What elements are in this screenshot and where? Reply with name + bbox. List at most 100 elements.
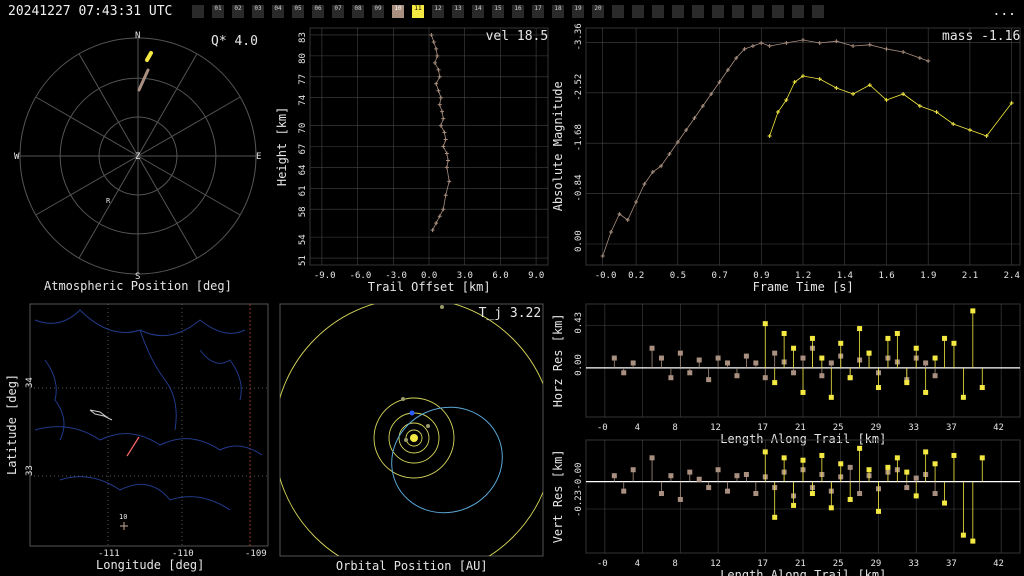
data-point [885,335,891,341]
data-point [734,56,739,60]
top-bar: 20241227 07:43:31 UTC 01 02 03 04 05 06 07 08 09… [0,0,1024,24]
y-tick-label: 74 [298,95,308,106]
station-slot-27[interactable] [732,5,744,18]
x-tick-label: 9.0 [528,271,544,281]
y-tick-label: 64 [298,165,308,176]
data-point [696,476,702,482]
station-slot-23[interactable] [652,5,664,18]
x-tick-label: 17 [757,559,768,569]
height-vs-offset-panel: -9.0 -6.0 -3.0 0.0 3.0 6.0 9.0 51 54 58 61 64 67 70 74… [275,27,549,294]
x-tick-label: 0.9 [753,271,769,281]
x-tick-label: 1.2 [795,271,811,281]
data-point [611,473,617,479]
station-slot-21[interactable] [612,5,624,18]
data-point [436,88,441,93]
planet-orbit [398,422,430,454]
data-point [630,360,636,366]
x-tick-label: 1.4 [837,271,853,281]
x-tick-label: 1.9 [920,271,936,281]
y-tick-label: 33 [25,465,35,476]
data-point [792,80,797,84]
station-15[interactable]: 15 [492,5,504,18]
data-point [838,340,844,346]
data-point [438,95,443,100]
data-point [901,50,906,54]
x-axis-label: Length Along Trail [km] [720,568,886,576]
y-tick-label: 83 [298,32,308,43]
data-point [781,455,787,461]
station-slot-26[interactable] [712,5,724,18]
data-point [437,214,442,219]
station-08[interactable]: 08 [352,5,364,18]
x-tick-label: 37 [946,423,957,433]
x-tick-label: 0.7 [712,271,728,281]
data-point [734,373,740,379]
station-18[interactable]: 18 [552,5,564,18]
data-point [970,538,976,544]
y-axis-label: Height [km] [275,107,289,186]
station-02[interactable]: 02 [232,5,244,18]
atmospheric-position-panel: N E S W Z R Q* 4.0 Atmospheric Position [deg] [14,31,261,293]
data-point [828,360,834,366]
data-point [932,491,938,497]
x-tick-label: 6.0 [492,271,508,281]
data-point [611,355,617,361]
y-axis-label: Horz Res [km] [551,313,565,407]
x-tick-label: -9.0 [314,271,336,281]
polar-spoke [35,96,139,157]
data-point [725,68,730,72]
station-07[interactable]: 07 [332,5,344,18]
data-point [917,104,922,108]
station-slot-22[interactable] [632,5,644,18]
data-point [926,59,931,63]
x-tick-label: 2.4 [1004,271,1020,281]
station-slot-0[interactable] [192,5,204,18]
station-slot-30[interactable] [792,5,804,18]
data-point [894,330,900,336]
station-06[interactable]: 06 [312,5,324,18]
polar-spoke [137,155,198,259]
data-point [767,134,772,138]
data-point [625,218,630,222]
station-slot-28[interactable] [752,5,764,18]
y-tick-label: 58 [298,206,308,217]
data-point [791,345,797,351]
station-10[interactable]: 10 [392,5,404,18]
data-point [725,488,731,494]
station-05[interactable]: 05 [292,5,304,18]
x-tick-label: 1.6 [878,271,894,281]
station-09[interactable]: 09 [372,5,384,18]
station-12[interactable]: 12 [432,5,444,18]
data-point [441,207,446,212]
menu-button[interactable]: ... [992,4,1016,19]
map-frame [29,303,269,547]
station-slot-24[interactable] [672,5,684,18]
station-04[interactable]: 04 [272,5,284,18]
station-01[interactable]: 01 [212,5,224,18]
station-16[interactable]: 16 [512,5,524,18]
y-tick-label: 0.43 [574,312,584,334]
station-slot-31[interactable] [812,5,824,18]
data-point [434,81,439,86]
station-19[interactable]: 19 [572,5,584,18]
station-11[interactable]: 11 [412,5,424,18]
horizontal-residual-panel: -0 4 8 12 17 21 25 29 33 37 42 0.00 0.43 Length Along… [551,303,1021,446]
x-tick-label: 33 [908,559,919,569]
data-point [809,335,815,341]
y-tick-label: 0.00 [574,354,584,376]
polar-spoke [137,53,198,157]
station-17[interactable]: 17 [532,5,544,18]
x-tick-label: 3.0 [457,271,473,281]
station-14[interactable]: 14 [472,5,484,18]
station-20[interactable]: 20 [592,5,604,18]
station-slot-29[interactable] [772,5,784,18]
station-slot-25[interactable] [692,5,704,18]
station-03[interactable]: 03 [252,5,264,18]
y-tick-label: -0.23 [574,490,584,517]
data-point [932,373,938,379]
data-point [434,221,439,226]
x-tick-label: 29 [870,559,881,569]
station-13[interactable]: 13 [452,5,464,18]
data-point [617,212,622,216]
series-line-station-11 [769,75,1013,137]
